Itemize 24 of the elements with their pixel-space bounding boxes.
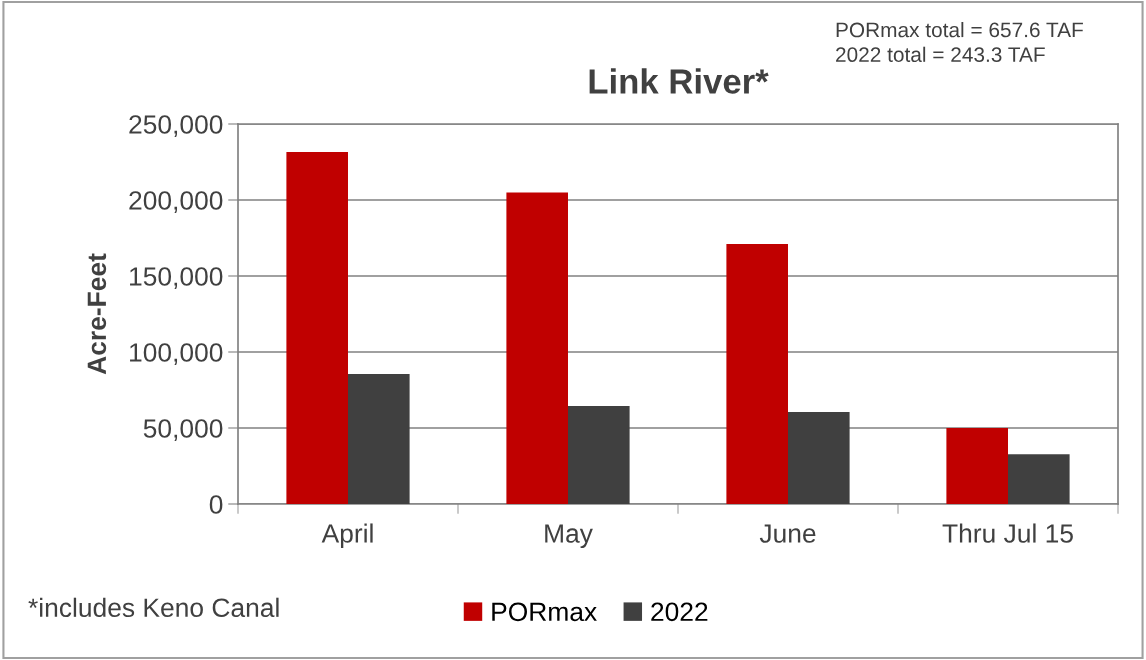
bar — [568, 405, 630, 504]
bar — [286, 152, 348, 504]
y-tick-label: 200,000 — [129, 191, 223, 213]
x-tick-label: May — [545, 524, 593, 549]
y-tick-label: 0 — [209, 495, 223, 514]
chart-title: Link River* — [589, 68, 769, 94]
legend-label: 2022 — [651, 602, 708, 622]
x-tick-label: June — [759, 524, 816, 543]
y-axis-title: Acre-Feet — [87, 253, 107, 375]
y-tick-label: 150,000 — [130, 267, 223, 289]
y-tick-label: 250,000 — [129, 115, 223, 137]
bar — [506, 192, 568, 504]
y-tick-label: 50,000 — [143, 419, 223, 441]
text: *includes Keno Canal — [28, 597, 279, 618]
bar — [348, 374, 410, 504]
bar — [788, 412, 850, 504]
y-tick-label: 100,000 — [130, 343, 223, 365]
x-tick-label: Thru Jul 15 — [942, 523, 1073, 543]
x-tick-label: April — [321, 523, 373, 549]
bar — [726, 244, 788, 504]
bar — [1008, 454, 1070, 504]
legend-label: PORmax — [492, 602, 597, 622]
text: PORmax total = 657.6 TAF 2022 total = 243.3 TAF — [836, 22, 1083, 63]
bar — [946, 428, 1008, 504]
